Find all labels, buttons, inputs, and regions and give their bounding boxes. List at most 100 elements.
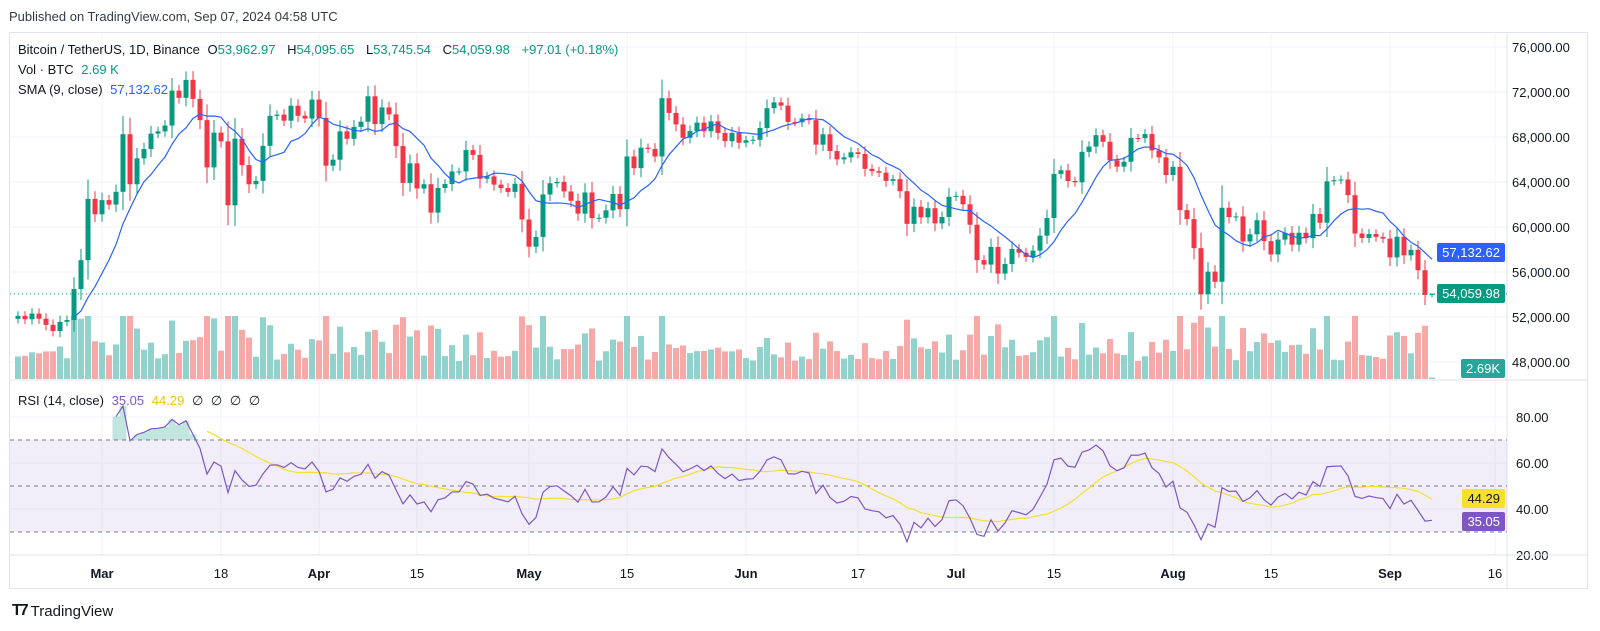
volume-bar [729,351,735,379]
volume-bar [148,342,154,379]
volume-bar [708,349,714,379]
candle-body [981,260,987,265]
candle-body [386,107,392,115]
time-tick-label: Mar [90,566,113,581]
high-label: H [287,42,297,57]
volume-bar [799,356,805,379]
candle-body [771,102,777,109]
volume-label[interactable]: Vol · BTC [18,62,74,77]
candle-body [232,138,238,206]
candle-body [1051,173,1057,218]
candle-body [1240,216,1246,242]
volume-bar [358,354,364,379]
volume-bar [463,334,469,379]
candle-body [64,320,70,322]
time-tick-label: 15 [1047,566,1061,581]
candle-body [883,172,889,181]
candle-body [855,152,861,154]
volume-bar [785,342,791,379]
rsi-ma-tag: 44.29 [1462,489,1505,508]
volume-bar [1359,355,1365,379]
candle-body [1275,239,1281,255]
symbol-name[interactable]: Bitcoin / TetherUS, 1D, Binance [18,42,200,57]
time-tick-label: 15 [410,566,424,581]
candle-body [344,131,350,139]
candle-body [631,156,637,169]
tradingview-logo[interactable]: T7 TradingView [12,602,113,620]
candle-body [1128,138,1134,162]
candle-body [505,188,511,192]
volume-bar [547,346,553,379]
volume-bar [673,347,679,379]
candle-body [785,105,791,122]
volume-bar [855,358,861,379]
candle-body [246,165,252,185]
volume-value: 2.69 K [81,62,119,77]
volume-bar [995,324,1001,379]
time-tick-label: 16 [1488,566,1502,581]
price-tick-label: 64,000.00 [1512,175,1570,190]
volume-bar [1429,377,1435,379]
volume-bar [456,361,462,379]
candle-body [309,99,315,119]
candle-body [1163,157,1169,176]
time-tick-label: Jul [947,566,966,581]
volume-bar [302,357,308,379]
volume-bar [1044,337,1050,379]
candle-body [218,132,224,142]
candle-body [169,90,175,126]
volume-bar [1408,353,1414,379]
candle-body [372,96,378,125]
volume-bar [22,355,28,379]
sma-label[interactable]: SMA (9, close) [18,82,103,97]
candle-body [288,105,294,121]
volume-bar [617,341,623,379]
candle-body [414,163,420,189]
volume-bar [1128,332,1134,379]
rsi-label[interactable]: RSI (14, close) [18,393,104,408]
candle-body [1205,271,1211,295]
volume-bar [15,356,21,379]
volume-bar [645,359,651,379]
volume-bar [1163,339,1169,379]
volume-bar [554,359,560,379]
volume-bar [204,316,210,379]
candle-body [736,132,742,143]
rsi-ma-line [206,430,1433,523]
candle-body [603,210,609,218]
candle-body [337,131,343,160]
open-label: O [207,42,218,57]
volume-bar [232,316,238,379]
volume-bar [1086,354,1092,379]
volume-bar [750,360,756,379]
time-tick-label: Jun [734,566,757,581]
candle-body [449,171,455,185]
candle-body [99,200,105,215]
candle-body [1373,233,1379,237]
volume-bar [36,353,42,379]
volume-bar [848,354,854,379]
volume-bar [778,357,784,379]
volume-bar [505,356,511,379]
high-value: 54,095.65 [296,42,355,57]
volume-bar [1065,347,1071,379]
candle-body [1184,210,1190,220]
candle-body [1058,170,1064,174]
volume-bar [274,359,280,379]
candle-body [1093,135,1099,147]
volume-bar [351,346,357,379]
volume-bar [526,325,532,379]
candle-body [106,200,112,205]
candle-body [183,79,189,98]
candle-body [1394,236,1400,258]
candle-body [792,121,798,123]
candle-body [351,126,357,139]
candle-body [722,132,728,142]
volume-bar [1352,316,1358,379]
candle-body [1100,135,1106,142]
volume-bar [106,355,112,379]
sma-line [73,113,1433,318]
candle-body [1408,249,1414,256]
candle-body [904,191,910,224]
